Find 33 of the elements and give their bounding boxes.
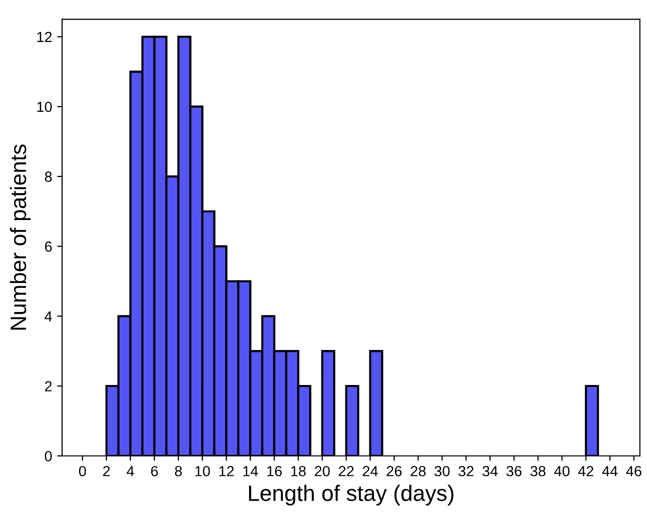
x-tick-label: 14 — [243, 466, 258, 476]
x-tick-label: 12 — [219, 466, 234, 476]
y-tick-label: 6 — [45, 241, 52, 252]
x-tick-label: 38 — [530, 466, 546, 476]
y-tick-label: 8 — [44, 172, 52, 182]
x-tick-label: 22 — [338, 466, 354, 476]
x-tick-label: 40 — [554, 466, 570, 476]
x-tick-label: 16 — [267, 466, 282, 476]
x-tick-label: 24 — [362, 466, 378, 476]
y-tick-label: 2 — [45, 381, 52, 392]
x-tick-label: 44 — [602, 466, 618, 476]
x-tick-label: 34 — [482, 466, 498, 476]
x-tick-label: 42 — [578, 466, 594, 476]
x-tick-label: 6 — [151, 466, 158, 476]
x-tick-label: 26 — [386, 466, 402, 476]
x-tick-label: 20 — [314, 466, 330, 476]
x-axis-title: Length of stay (days) — [249, 484, 454, 506]
y-tick-label: 4 — [44, 311, 52, 322]
x-tick-label: 8 — [174, 466, 182, 476]
y-tick-label: 12 — [37, 32, 52, 42]
x-tick-label: 10 — [195, 466, 210, 476]
x-tick-label: 28 — [410, 466, 426, 476]
x-tick-label: 0 — [79, 466, 86, 476]
x-tick-label: 4 — [126, 466, 134, 476]
x-tick-label: 32 — [458, 466, 474, 476]
y-tick-label: 10 — [37, 102, 52, 112]
x-tick-label: 30 — [434, 466, 450, 476]
x-tick-label: 18 — [291, 466, 306, 476]
y-axis-title: Number of patients — [10, 144, 31, 330]
x-tick-label: 2 — [103, 466, 110, 476]
x-tick-label: 36 — [506, 466, 522, 476]
x-tick-label: 46 — [626, 466, 642, 476]
y-tick-label: 0 — [44, 450, 52, 462]
